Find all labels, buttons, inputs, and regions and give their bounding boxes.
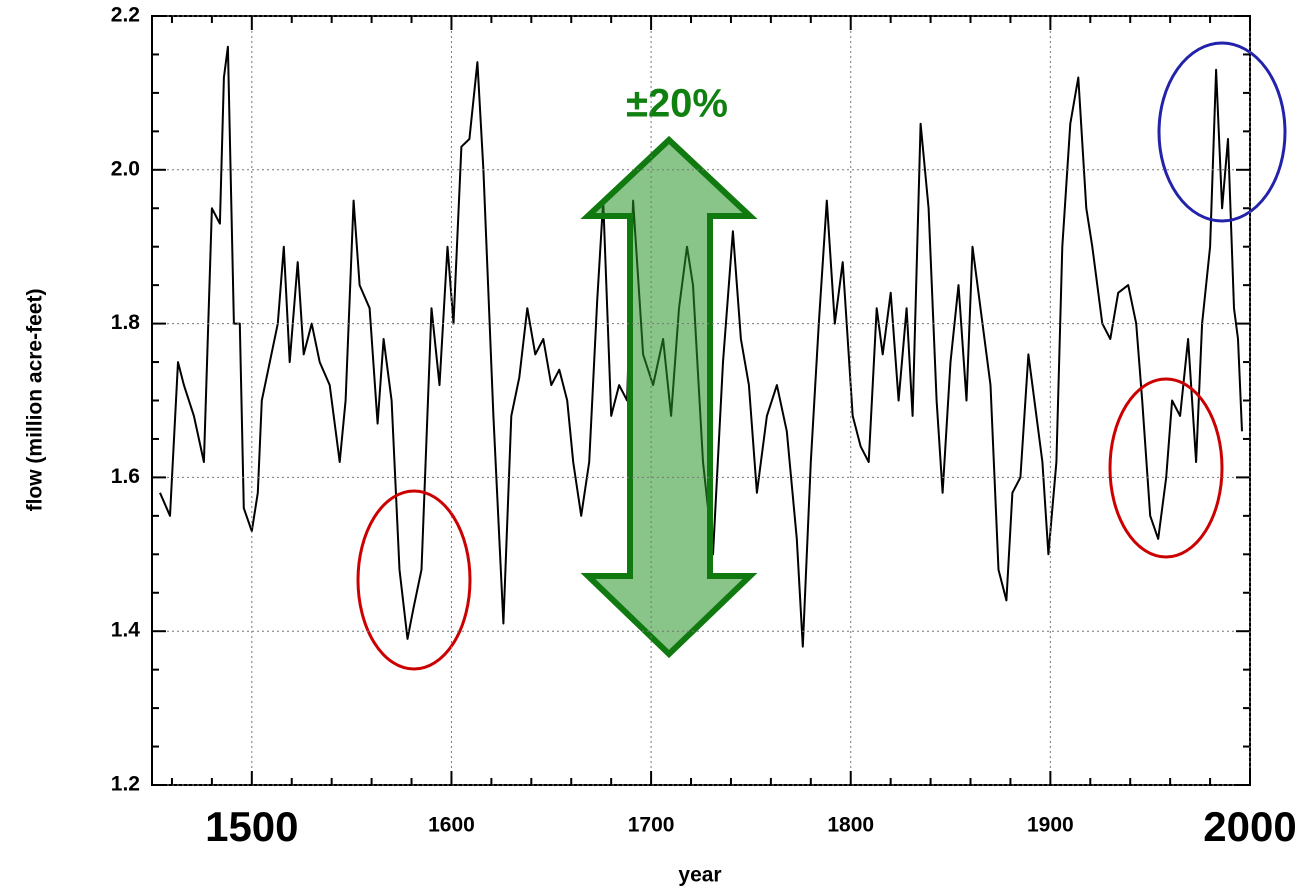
x-axis-label: year xyxy=(678,864,721,887)
highlight-ellipse xyxy=(1108,377,1224,559)
y-axis-label: flow (million acre-feet) xyxy=(24,289,47,512)
y-tick-label: 1.8 xyxy=(111,311,141,334)
range-arrow xyxy=(580,135,758,659)
x-tick-label: 1800 xyxy=(827,814,874,837)
highlight-ellipse xyxy=(356,489,472,671)
y-tick-label: 1.4 xyxy=(111,619,141,642)
y-tick-label: 1.6 xyxy=(111,465,140,488)
annotation: ±20% xyxy=(626,82,728,126)
highlight-ellipse xyxy=(1157,41,1287,223)
x-tick-label: 1500 xyxy=(205,803,298,850)
x-tick-label: 1600 xyxy=(428,814,475,837)
y-tick-label: 1.2 xyxy=(111,773,140,796)
x-tick-label: 1900 xyxy=(1027,814,1074,837)
x-tick-label: 2000 xyxy=(1203,803,1296,850)
y-tick-label: 2.2 xyxy=(111,4,140,27)
x-tick-label: 1700 xyxy=(628,814,675,837)
y-tick-label: 2.0 xyxy=(111,157,140,180)
